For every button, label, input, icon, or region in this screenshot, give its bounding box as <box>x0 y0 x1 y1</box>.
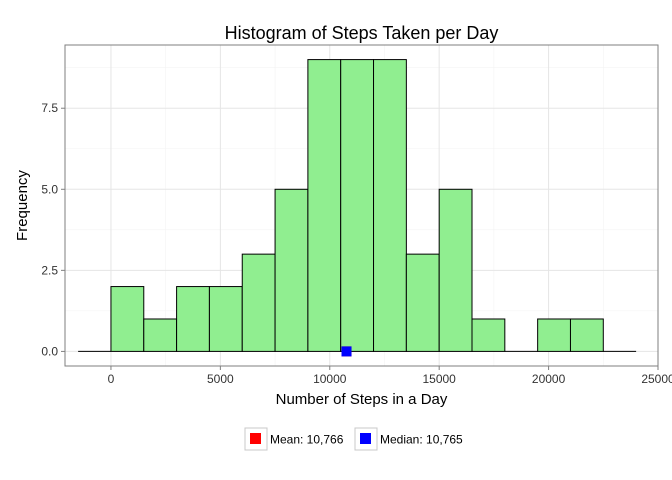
histogram-bar <box>208 286 243 352</box>
legend: Mean: 10,766 Median: 10,765 <box>244 427 463 451</box>
x-tick-label: 10000 <box>313 372 347 386</box>
mean-legend-swatch <box>250 433 261 444</box>
median-legend-label: Median: 10,765 <box>380 433 463 447</box>
histogram-bar <box>438 188 473 352</box>
y-tick-label: 7.5 <box>41 101 58 115</box>
x-tick-label: 25000 <box>641 372 672 386</box>
histogram-bar <box>405 253 440 352</box>
y-tick-label: 2.5 <box>41 263 58 277</box>
plot-border <box>64 44 659 367</box>
y-tick-label: 5.0 <box>41 182 58 196</box>
histogram-bar <box>373 59 407 352</box>
histogram-bar <box>307 59 342 352</box>
x-tick-label: 0 <box>108 372 115 386</box>
histogram-bar <box>143 318 178 352</box>
x-axis-label: Number of Steps in a Day <box>276 391 448 408</box>
x-tick-label: 15000 <box>422 372 456 386</box>
y-axis-ticks: 0.0 2.5 5.0 7.5 <box>41 101 65 358</box>
x-tick-label: 20000 <box>532 372 566 386</box>
x-tick-label: 5000 <box>207 372 234 386</box>
histogram-bar <box>274 188 309 352</box>
y-tick-label: 0.0 <box>41 344 58 358</box>
chart-title: Histogram of Steps Taken per Day <box>225 23 499 43</box>
x-axis-ticks: 0 5000 10000 15000 20000 25000 <box>108 366 672 386</box>
median-legend-swatch <box>360 433 371 444</box>
histogram-bar <box>471 318 506 352</box>
y-axis-label: Frequency <box>14 170 31 241</box>
summary-markers <box>341 346 352 357</box>
histogram-bar <box>340 59 375 352</box>
histogram-bar <box>569 318 604 352</box>
histogram-bars <box>78 59 637 352</box>
median-marker <box>341 346 352 357</box>
histogram-bar <box>241 253 276 352</box>
histogram-bar <box>176 286 210 352</box>
mean-legend-label: Mean: 10,766 <box>270 433 344 447</box>
histogram-bar <box>537 318 571 352</box>
histogram-bar <box>110 286 145 352</box>
